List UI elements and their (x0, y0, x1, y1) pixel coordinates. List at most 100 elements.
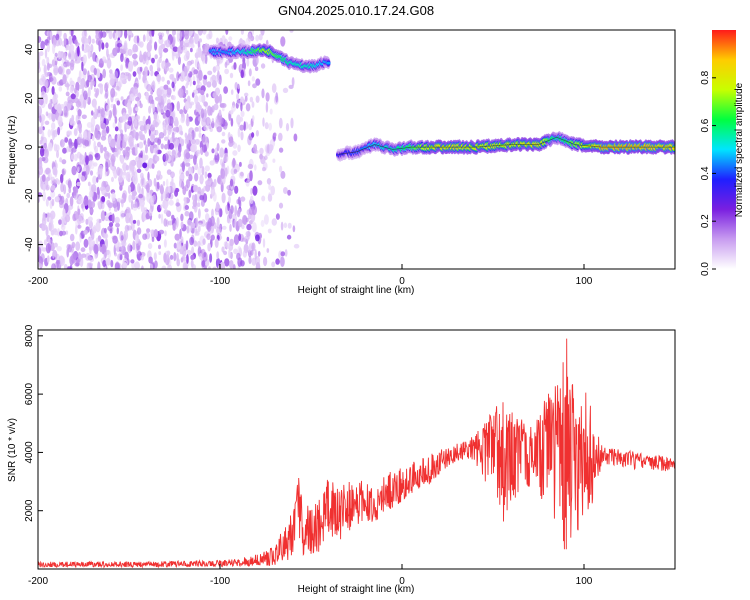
spectrogram-noise-cell (75, 100, 82, 108)
spectrogram-noise-cell (69, 77, 73, 86)
spectrogram-noise-cell (80, 175, 85, 182)
spectrogram-noise-cell (74, 262, 80, 267)
spectrogram-noise-cell (105, 42, 109, 49)
spectrogram-noise-cell (56, 246, 62, 252)
spectrogram-noise-cell (148, 208, 153, 217)
spectrogram-noise-cell (125, 146, 131, 158)
spectrogram-noise-cell (271, 218, 277, 226)
spectrogram-noise-cell (186, 249, 192, 256)
spectrogram-noise-cell (255, 234, 260, 242)
spectrogram-noise-cell (131, 190, 137, 197)
spectrogram-noise-cell (219, 261, 226, 269)
spectrogram-noise-cell (65, 230, 69, 235)
spectrogram-x-tick-label: 0 (399, 276, 405, 287)
spectrogram-noise-cell (190, 167, 194, 176)
spectrogram-noise-cell (239, 161, 242, 167)
spectrogram-noise-cell (85, 164, 90, 175)
spectrogram-noise-cell (38, 160, 43, 170)
spectrogram-noise-cell (107, 225, 113, 232)
spectrogram-noise-cell (186, 179, 191, 189)
spectrogram-noise-cell (146, 41, 152, 53)
spectrogram-noise-cell (101, 129, 107, 138)
spectrogram-noise-cell (61, 159, 67, 165)
spectrogram-noise-cell (106, 48, 109, 58)
spectrogram-noise-cell (69, 196, 74, 207)
spectrogram-noise-cell (202, 30, 207, 35)
spectrogram-noise-cell (198, 38, 202, 43)
spectrogram-noise-cell (213, 178, 217, 187)
spectrogram-noise-cell (283, 187, 288, 194)
spectrogram-noise-cell (92, 175, 97, 185)
spectrogram-noise-cell (85, 252, 91, 261)
spectrogram-noise-cell (284, 249, 288, 257)
spectrogram-noise-cell (197, 63, 201, 70)
spectrogram-noise-cell (73, 128, 78, 137)
spectrogram-noise-cell (154, 260, 158, 269)
spectrogram-noise-cell (248, 256, 252, 265)
spectrogram-noise-cell (65, 91, 70, 97)
spectrogram-noise-cell (114, 207, 118, 212)
spectrogram-noise-cell (116, 42, 123, 48)
spectrogram-noise-cell (190, 47, 193, 53)
spectrogram-noise-cell (122, 149, 127, 155)
spectrogram-noise-cell (168, 199, 174, 206)
spectrogram-noise-cell (216, 176, 221, 184)
spectrogram-noise-cell (179, 76, 182, 81)
spectrogram-noise-cell (132, 240, 136, 251)
spectrogram-noise-cell (186, 254, 189, 264)
spectrogram-noise-cell (38, 36, 42, 43)
spectrogram-noise-cell (206, 81, 212, 88)
spectrogram-noise-cell (47, 238, 52, 245)
spectrogram-noise-cell (155, 155, 160, 162)
spectrogram-noise-cell (166, 30, 170, 35)
spectrogram-noise-cell (212, 92, 217, 98)
spectrogram-noise-cell (106, 58, 112, 69)
spectrogram-noise-cell (168, 67, 174, 73)
spectrogram-noise-cell (173, 242, 177, 249)
spectrogram-noise-cell (197, 226, 201, 233)
colorbar-tick-label: 0.6 (700, 118, 711, 132)
colorbar-tick-label: 0.2 (700, 214, 711, 228)
spectrogram-noise-cell (95, 221, 101, 233)
spectrogram-noise-cell (109, 69, 113, 74)
spectrogram-noise-cell (76, 123, 82, 131)
spectrogram-noise-cell (66, 68, 71, 75)
spectrogram-noise-cell (128, 106, 132, 116)
spectrogram-noise-cell (151, 134, 156, 140)
spectrogram-noise-cell (50, 184, 56, 191)
spectrogram-noise-cell (104, 82, 109, 93)
spectrogram-noise-cell (142, 154, 147, 163)
spectrogram-noise-cell (45, 243, 51, 254)
spectrogram-noise-cell (248, 123, 253, 131)
spectrogram-noise-cell (142, 233, 148, 240)
spectrogram-noise-cell (73, 186, 77, 196)
spectrogram-noise-cell (191, 246, 195, 255)
spectrogram-noise-cell (57, 115, 63, 126)
spectrogram-noise-cell (39, 115, 42, 123)
spectrogram-noise-cell (196, 149, 201, 155)
spectrogram-noise-cell (91, 38, 95, 44)
spectrogram-noise-cell (270, 185, 276, 196)
spectrogram-noise-cell (202, 238, 206, 245)
spectrogram-noise-cell (59, 139, 65, 148)
spectrogram-noise-cell (176, 101, 180, 112)
spectrogram-noise-cell (145, 144, 148, 154)
spectrogram-noise-cell (169, 104, 173, 113)
spectrogram-noise-cell (207, 242, 211, 252)
spectrogram-noise-cell (206, 221, 212, 232)
spectrogram-noise-cell (233, 168, 238, 174)
spectrogram-noise-cell (132, 71, 137, 77)
spectrogram-noise-cell (125, 206, 131, 214)
spectrogram-x-tick-label: -100 (210, 276, 230, 287)
spectrogram-noise-cell (46, 30, 50, 37)
spectrogram-noise-cell (103, 233, 109, 239)
spectrogram-noise-cell (191, 138, 196, 145)
spectrogram-noise-cell (264, 122, 269, 130)
spectrogram-noise-cell (78, 254, 84, 260)
spectrogram-noise-cell (279, 165, 283, 173)
spectrogram-noise-cell (224, 68, 230, 75)
spectrogram-noise-cell (91, 201, 96, 208)
spectrogram-noise-cell (135, 115, 141, 120)
spectrogram-noise-cell (176, 239, 182, 250)
spectrogram-noise-cell (158, 213, 161, 219)
